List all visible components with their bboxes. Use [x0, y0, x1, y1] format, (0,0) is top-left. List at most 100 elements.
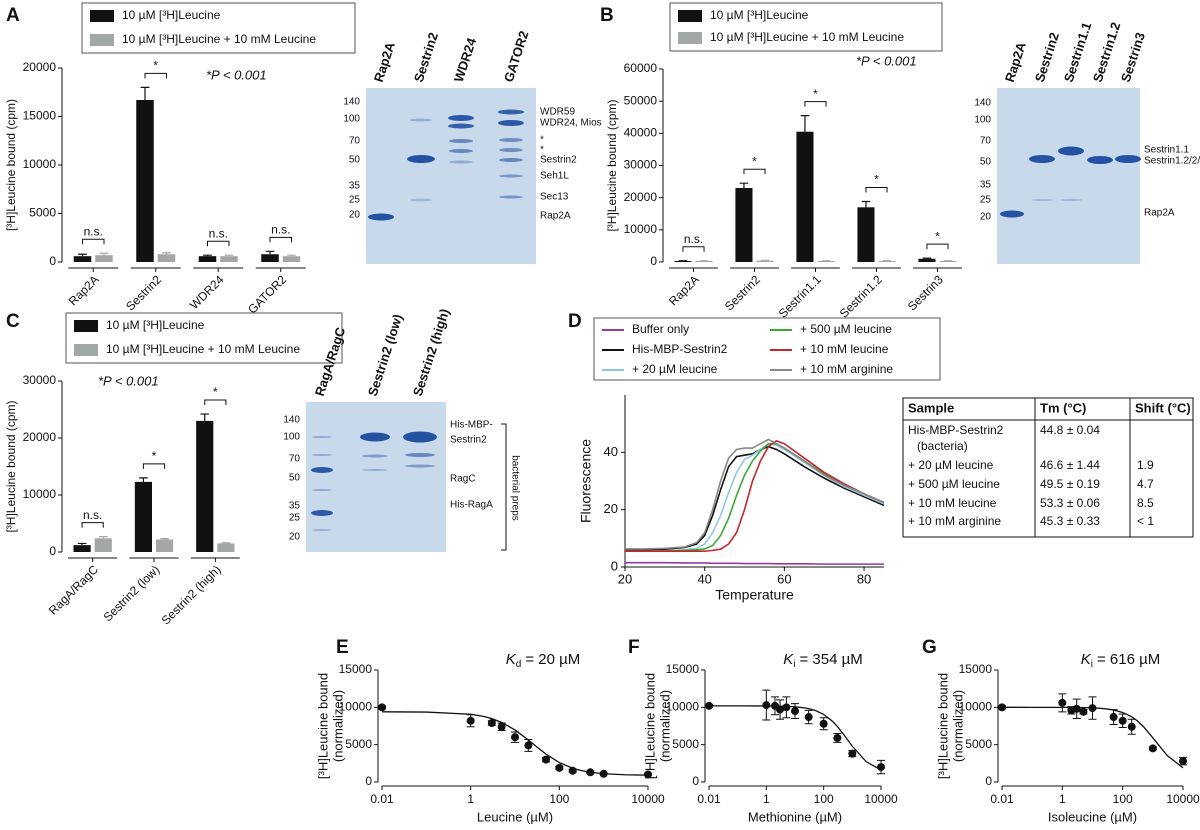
- x-tick-label: 1: [763, 792, 770, 806]
- table-cell: + 20 µM leucine: [908, 458, 994, 472]
- data-point: [524, 741, 533, 750]
- annotation-symbol: K: [1081, 651, 1092, 668]
- x-tick-label: Sestrin2 (high): [159, 562, 224, 627]
- gel-band: [410, 198, 432, 202]
- y-tick-label: 15000: [959, 662, 993, 676]
- x-tick-label: Sestrin1.1: [776, 272, 824, 320]
- y-tick-label: 15000: [339, 662, 373, 676]
- marker-label: 50: [349, 155, 361, 166]
- marker-label: 140: [283, 415, 300, 426]
- band-label: RagC: [450, 474, 476, 485]
- error-bar: [224, 254, 234, 257]
- gel-band: [312, 454, 332, 456]
- y-axis-label: [³H]Leucine bound (cpm): [605, 99, 619, 231]
- data-point: [1179, 757, 1187, 766]
- y-tick-label: 5000: [345, 737, 372, 751]
- table-header: Tm (°C): [1040, 400, 1086, 415]
- annotation-symbol: K: [783, 651, 794, 668]
- annotation: *P < 0.001: [206, 67, 267, 82]
- x-tick-label: 40: [697, 571, 711, 586]
- y-axis-label: (normalized): [330, 690, 345, 762]
- y-tick-label: 10000: [339, 700, 373, 714]
- annotation-subscript: d: [516, 659, 522, 670]
- data-point: [877, 763, 885, 772]
- y-tick-label: 10000: [666, 700, 700, 714]
- data-point: [555, 763, 564, 772]
- bar: [261, 254, 279, 262]
- table-header: Shift (°C): [1135, 400, 1191, 415]
- annotation-text: = 354 µM: [799, 651, 862, 668]
- marker-label: 35: [289, 501, 301, 512]
- gel-band: [449, 139, 473, 143]
- y-axis-label: (normalized): [950, 690, 965, 762]
- data-point: [1079, 707, 1088, 716]
- panel-label: A: [6, 5, 20, 26]
- x-tick-label: 10000: [864, 792, 898, 806]
- marker-label: 50: [289, 473, 301, 484]
- band-label: *: [540, 145, 544, 156]
- gel-band: [407, 155, 435, 163]
- table-cell: 8.5: [1137, 496, 1154, 510]
- band-label: WDR24, Mios: [540, 118, 602, 129]
- x-tick-label: Sestrin3: [905, 272, 946, 313]
- significance-bracket: [142, 463, 166, 469]
- significance-label: n.s.: [84, 224, 103, 238]
- panel-label: G: [922, 637, 937, 658]
- marker-label: 100: [974, 115, 991, 126]
- data-point: [599, 769, 608, 778]
- x-tick-label: 100: [549, 792, 569, 806]
- x-tick-label: Rap2A: [666, 272, 702, 308]
- error-bar: [160, 538, 169, 540]
- y-tick-label: 0: [49, 544, 56, 558]
- legend-box: [593, 317, 941, 381]
- gel-band: [360, 432, 390, 442]
- annotation: *P < 0.001: [856, 53, 917, 68]
- data-point: [791, 707, 799, 716]
- gel-image: [997, 88, 1140, 264]
- data-point: [568, 766, 577, 775]
- x-axis-label: Methionine (µM): [748, 809, 842, 824]
- significance-bracket: [144, 72, 167, 79]
- y-tick-label: 5000: [29, 206, 56, 220]
- gel-band: [1031, 199, 1053, 201]
- bar: [136, 100, 154, 262]
- bar: [94, 538, 112, 552]
- band-label: Sestrin2: [540, 155, 577, 166]
- gel-band: [1115, 155, 1141, 163]
- error-bar: [800, 115, 810, 132]
- lane-label: Sestrin2 (high): [410, 307, 452, 398]
- y-tick-label: 0: [49, 254, 56, 268]
- marker-label: 100: [343, 114, 360, 125]
- gel-band: [499, 158, 523, 162]
- legend-swatch: [678, 10, 702, 22]
- x-tick-label: 60: [777, 571, 791, 586]
- x-tick-label: 80: [857, 571, 871, 586]
- significance-label: n.s.: [684, 232, 703, 246]
- bar: [939, 261, 957, 262]
- y-tick-label: 60000: [624, 61, 658, 75]
- error-bar: [200, 413, 210, 421]
- x-tick-label: GATOR2: [245, 272, 289, 316]
- x-tick-label: 1: [1059, 792, 1066, 806]
- bar: [796, 131, 814, 262]
- x-tick-label: Sestrin2: [722, 272, 763, 313]
- melt-curve: [625, 442, 885, 553]
- data-point: [586, 768, 595, 777]
- table-cell: + 500 µM leucine: [908, 477, 1000, 491]
- significance-label: n.s.: [271, 223, 290, 237]
- gel-band: [449, 160, 473, 164]
- gel-band: [410, 118, 432, 122]
- y-tick-label: 40: [604, 444, 618, 459]
- bracket: [501, 423, 507, 551]
- gel-band: [405, 453, 435, 457]
- legend-swatch: [678, 32, 702, 44]
- x-tick-label: Rap2A: [66, 272, 102, 308]
- data-point: [762, 701, 771, 710]
- marker-label: 70: [349, 136, 361, 147]
- table-frame: [902, 397, 1194, 538]
- lane-label: Sestrin2: [411, 31, 441, 84]
- marker-label: 70: [289, 454, 301, 465]
- band-label: WDR59: [540, 107, 575, 118]
- bar: [695, 261, 713, 262]
- gel-band: [1058, 146, 1084, 156]
